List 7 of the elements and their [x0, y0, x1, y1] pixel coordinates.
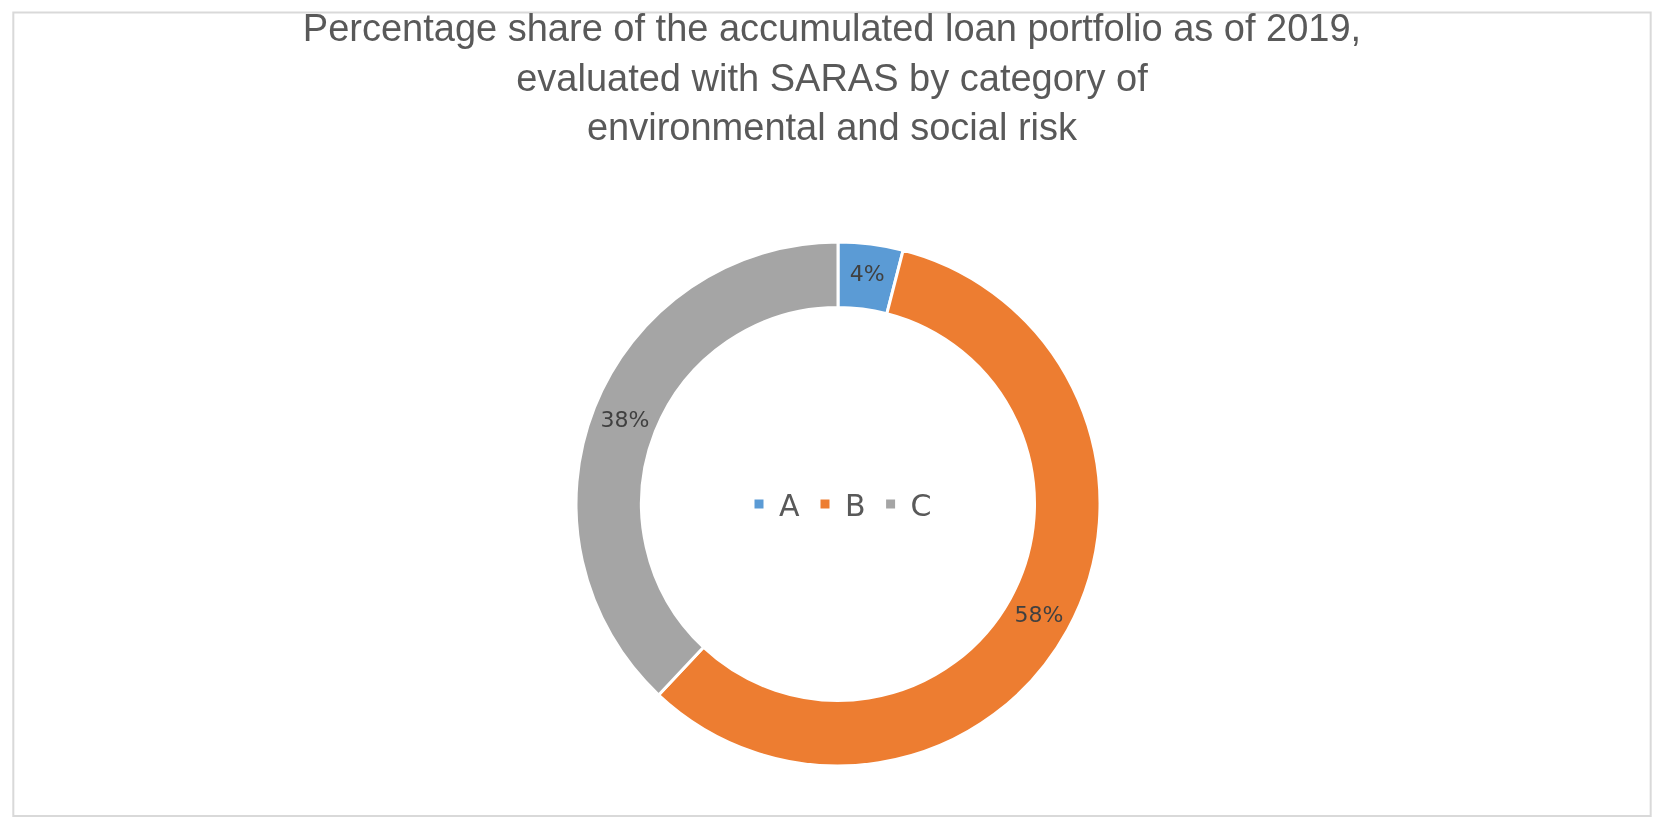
data-label: 38% [600, 407, 650, 433]
data-label: 4% [849, 260, 885, 286]
data-label: 58% [1014, 601, 1064, 627]
chart-title: Percentage share of the accumulated loan portfolio as of 2019, evaluated with SARAS by category of environmental and social risk [302, 7, 1362, 149]
legend-label: C [910, 487, 932, 523]
legend-label: B [845, 487, 866, 523]
legend-label: A [779, 487, 800, 523]
